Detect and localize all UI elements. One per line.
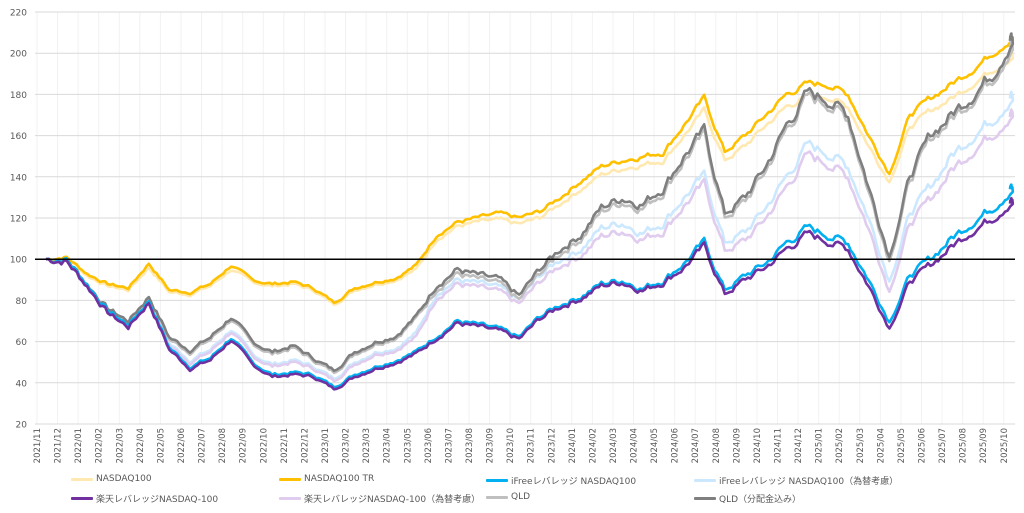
y-tick-label: 80 — [16, 297, 28, 307]
x-tick-label: 2023/10 — [506, 428, 516, 463]
legend-label: iFreeレバレッジ NASDAQ100 — [511, 477, 637, 487]
series-lines — [45, 32, 1015, 391]
legend-swatch — [694, 497, 716, 500]
y-tick-label: 40 — [16, 379, 28, 389]
legend-item: 楽天レバレッジNASDAQ-100 — [71, 492, 218, 505]
x-tick-label: 2025/02 — [835, 428, 845, 463]
legend-label: QLD（分配金込み） — [719, 495, 802, 505]
x-tick-label: 2025/10 — [1000, 428, 1010, 463]
y-tick-label: 60 — [16, 338, 28, 348]
x-tick-label: 2022/09 — [239, 428, 249, 463]
x-tick-label: 2024/04 — [630, 428, 640, 463]
legend-swatch — [279, 497, 301, 500]
x-tick-label: 2022/01 — [74, 428, 84, 463]
x-tick-label: 2022/10 — [259, 428, 269, 463]
legend-swatch — [71, 497, 93, 500]
x-tick-label: 2023/11 — [527, 428, 537, 463]
x-tick-label: 2025/09 — [979, 428, 989, 463]
x-tick-label: 2023/07 — [444, 428, 454, 463]
legend-swatch — [279, 477, 301, 481]
legend-swatch — [486, 479, 508, 482]
x-tick-label: 2025/04 — [876, 428, 886, 463]
y-tick-label: 120 — [10, 215, 27, 225]
y-tick-label: 220 — [10, 9, 27, 19]
x-tick-label: 2025/08 — [959, 428, 969, 463]
legend-label: NASDAQ100 — [96, 474, 152, 484]
x-tick-label: 2023/02 — [342, 428, 352, 463]
series-line-1 — [45, 34, 1015, 305]
x-tick-label: 2023/05 — [403, 428, 413, 463]
legend-label: NASDAQ100 TR — [304, 474, 375, 484]
x-tick-label: 2024/08 — [712, 428, 722, 463]
legend: NASDAQ100 NASDAQ100 TR iFreeレバレッジ NASDAQ10… — [0, 471, 1024, 511]
x-tick-label: 2024/12 — [794, 428, 804, 463]
x-tick-label: 2023/09 — [486, 428, 496, 463]
legend-item: QLD（分配金込み） — [694, 492, 801, 505]
legend-label: iFreeレバレッジ NASDAQ100（為替考慮） — [719, 477, 899, 487]
x-tick-label: 2021/12 — [54, 428, 64, 463]
x-tick-label: 2024/02 — [588, 428, 598, 463]
x-tick-label: 2022/07 — [198, 428, 208, 463]
y-tick-label: 200 — [10, 50, 27, 60]
x-tick-label: 2024/09 — [732, 428, 742, 463]
x-tick-label: 2023/03 — [362, 428, 372, 463]
x-tick-label: 2022/05 — [156, 428, 166, 463]
legend-item: iFreeレバレッジ NASDAQ100（為替考慮） — [694, 474, 898, 487]
y-tick-label: 140 — [10, 173, 27, 183]
x-tick-label: 2022/08 — [218, 428, 228, 463]
x-tick-label: 2025/07 — [938, 428, 948, 463]
x-tick-label: 2024/06 — [671, 428, 681, 463]
y-tick-label: 100 — [10, 256, 27, 266]
y-tick-label: 180 — [10, 91, 27, 101]
legend-label: 楽天レバレッジNASDAQ-100（為替考慮） — [304, 495, 481, 505]
x-tick-label: 2022/03 — [115, 428, 125, 463]
x-tick-label: 2024/01 — [568, 428, 578, 463]
x-tick-label: 2025/01 — [815, 428, 825, 463]
legend-item: QLD — [486, 492, 530, 502]
series-line-4 — [45, 197, 1015, 391]
x-tick-label: 2022/12 — [300, 428, 310, 463]
x-tick-label: 2024/11 — [774, 428, 784, 463]
x-tick-label: 2022/02 — [95, 428, 105, 463]
x-tick-label: 2025/06 — [918, 428, 928, 463]
x-axis: 2021/11 2021/12 2022/01 2022/02 2022/03 2022/… — [33, 428, 1010, 463]
series-line-5 — [45, 108, 1015, 383]
legend-swatch — [694, 479, 716, 482]
x-tick-label: 2024/07 — [691, 428, 701, 463]
legend-label: QLD — [511, 492, 531, 502]
y-axis: 20 40 60 80 100 120 140 160 180 200 220 — [10, 9, 27, 431]
legend-item: NASDAQ100 — [71, 474, 152, 484]
x-tick-label: 2025/03 — [856, 428, 866, 463]
x-tick-label: 2024/03 — [609, 428, 619, 463]
x-tick-label: 2024/05 — [650, 428, 660, 463]
x-tick-label: 2023/12 — [547, 428, 557, 463]
x-tick-label: 2022/04 — [136, 428, 146, 463]
x-tick-label: 2022/06 — [177, 428, 187, 463]
x-tick-label: 2023/01 — [321, 428, 331, 463]
x-tick-label: 2023/04 — [383, 428, 393, 463]
series-line-6 — [45, 38, 1015, 375]
x-tick-label: 2022/11 — [280, 428, 290, 463]
legend-item: NASDAQ100 TR — [279, 474, 374, 484]
x-tick-label: 2021/11 — [33, 428, 43, 463]
legend-item: 楽天レバレッジNASDAQ-100（為替考慮） — [279, 492, 480, 505]
x-tick-label: 2025/05 — [897, 428, 907, 463]
legend-item: iFreeレバレッジ NASDAQ100 — [486, 474, 636, 487]
legend-swatch — [71, 477, 93, 481]
series-line-0 — [45, 50, 1015, 307]
y-tick-label: 20 — [16, 421, 28, 431]
y-tick-label: 160 — [10, 132, 27, 142]
x-tick-label: 2024/10 — [753, 428, 763, 463]
x-tick-label: 2023/08 — [465, 428, 475, 463]
x-tick-label: 2023/06 — [424, 428, 434, 463]
legend-label: 楽天レバレッジNASDAQ-100 — [96, 495, 219, 505]
legend-swatch — [486, 495, 508, 499]
series-line-7 — [45, 32, 1015, 373]
